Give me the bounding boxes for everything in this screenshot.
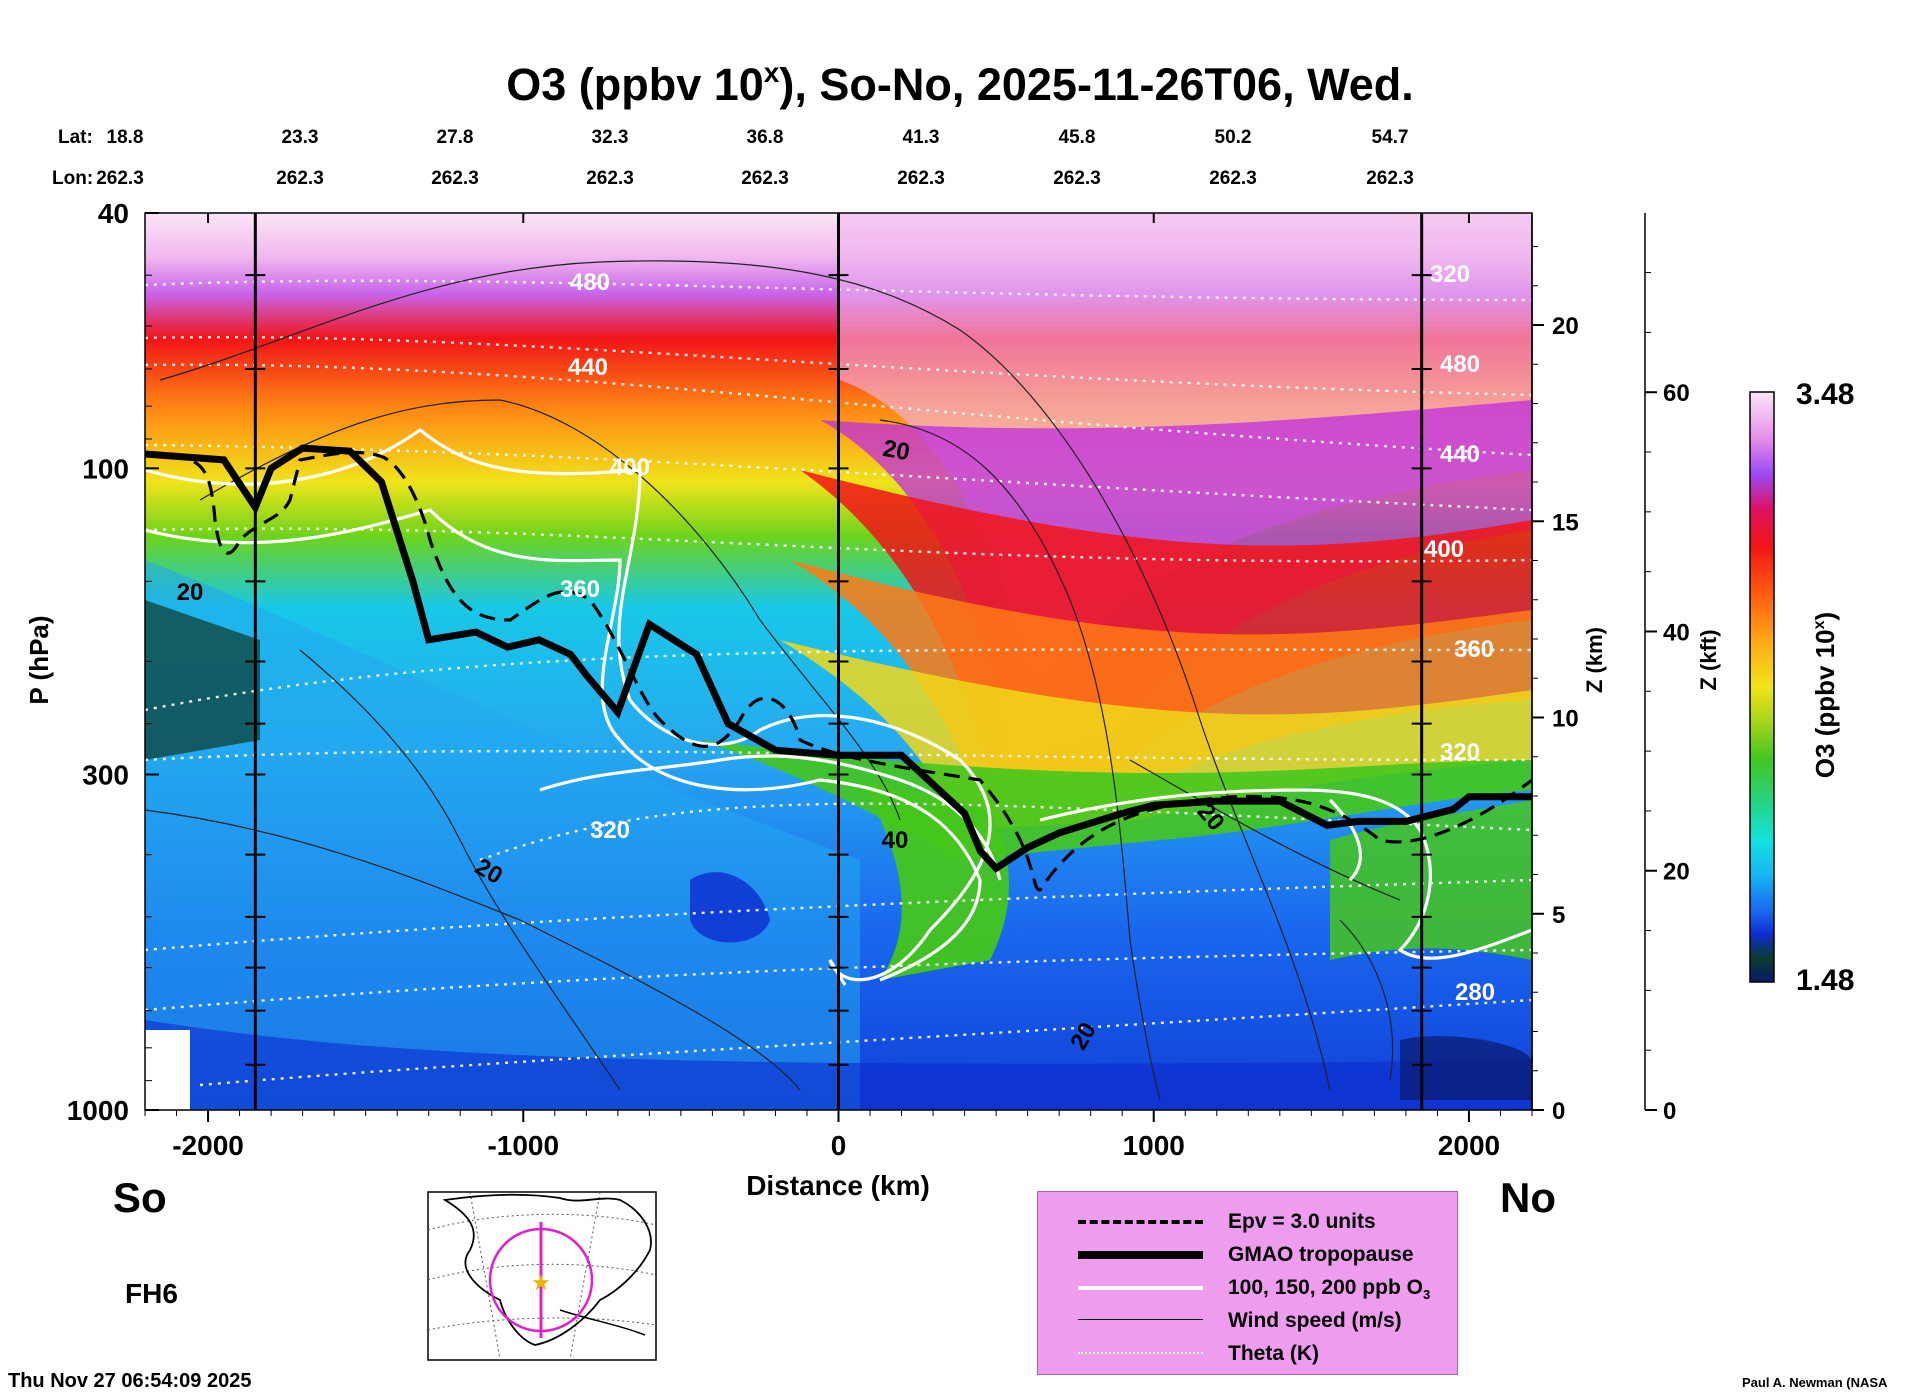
z-km-tick-label: 20	[1552, 313, 1579, 340]
z-km-tick-label: 15	[1552, 509, 1579, 536]
lat-value: 50.2	[1215, 127, 1252, 148]
x-tick-label: 0	[831, 1130, 847, 1161]
south-label: So	[113, 1174, 167, 1221]
x-tick-label: -2000	[172, 1130, 244, 1161]
theta-label: 400	[1424, 536, 1464, 563]
lon-value: 262.3	[1366, 168, 1414, 189]
vertical-marker-lines	[245, 213, 1432, 1110]
lon-value: 262.3	[1053, 168, 1101, 189]
colorbar	[1749, 391, 1775, 983]
y-axis-pressure: 40 100 300 1000	[67, 198, 159, 1126]
legend-item-epv: Epv = 3.0 units	[1038, 1206, 1457, 1236]
lat-value: 54.7	[1372, 127, 1409, 148]
y-tick-label: 300	[82, 759, 129, 790]
z-km-tick-label: 5	[1552, 902, 1565, 929]
y-axis-title: P (hPa)	[24, 615, 54, 704]
y-tick-label: 40	[98, 198, 129, 229]
z-km-tick-label: 10	[1552, 706, 1579, 733]
z-kft-axis: 0 20 40 60	[1644, 213, 1690, 1125]
theta-label: 320	[1430, 261, 1470, 288]
lat-value: 27.8	[437, 127, 474, 148]
credit: Paul A. Newman (NASA	[1742, 1375, 1888, 1390]
y-tick-label: 100	[82, 453, 129, 484]
theta-label: 280	[1455, 979, 1495, 1006]
lat-value: 45.8	[1059, 127, 1096, 148]
legend-item-theta: Theta (K)	[1038, 1338, 1457, 1368]
theta-label: 360	[1454, 636, 1494, 663]
lon-value: 262.3	[96, 168, 144, 189]
x-tick-label: 2000	[1438, 1130, 1500, 1161]
theta-label: 440	[568, 354, 608, 381]
lon-value: 262.3	[1209, 168, 1257, 189]
lon-value: 262.3	[586, 168, 634, 189]
lat-value: 18.8	[107, 127, 144, 148]
theta-label: 320	[1440, 739, 1480, 766]
lon-value: 262.3	[431, 168, 479, 189]
x-tick-label: 1000	[1123, 1130, 1185, 1161]
theta-label: 360	[560, 576, 600, 603]
star-icon: ★	[531, 1270, 551, 1295]
forecast-hour: FH6	[125, 1278, 178, 1309]
legend-item-ozone-contours: 100, 150, 200 ppb O3	[1038, 1272, 1457, 1302]
lat-value: 23.3	[282, 127, 319, 148]
theta-label: 480	[570, 269, 610, 296]
wind-speed-label: 40	[882, 827, 909, 854]
lon-value: 262.3	[276, 168, 324, 189]
wind-speed-label: 20	[177, 579, 204, 606]
z-kft-tick-label: 40	[1663, 619, 1690, 646]
colorbar-min-label: 1.48	[1796, 964, 1854, 997]
tropopause-line	[144, 444, 1532, 873]
theta-label: 400	[610, 454, 650, 481]
legend-item-tropopause: GMAO tropopause	[1038, 1239, 1457, 1269]
lat-lon-header: 18.8 262.3 23.3 262.3 27.8 262.3 32.3 262.3 36.8…	[96, 127, 1414, 189]
z-kft-tick-label: 0	[1663, 1098, 1676, 1125]
x-axis: -2000 -1000 0 1000 2000	[144, 213, 1533, 1161]
y-tick-label: 1000	[67, 1095, 129, 1126]
z-km-title: Z (km)	[1582, 627, 1607, 693]
colorbar-max-label: 3.48	[1796, 378, 1854, 411]
theta-label: 440	[1440, 441, 1480, 468]
legend: Epv = 3.0 units GMAO tropopause 100, 150…	[1037, 1191, 1458, 1375]
x-axis-title: Distance (km)	[746, 1170, 930, 1201]
lat-value: 32.3	[592, 127, 629, 148]
z-kft-tick-label: 60	[1663, 380, 1690, 407]
colorbar-title: O3 (ppbv 10x)	[1810, 612, 1840, 778]
z-km-tick-label: 0	[1552, 1098, 1565, 1125]
wind-speed-label: 20	[881, 435, 912, 466]
lat-label: Lat:	[58, 127, 93, 148]
chart-title: O3 (ppbv 10x), So-No, 2025-11-26T06, Wed…	[506, 57, 1414, 110]
legend-item-wind-speed: Wind speed (m/s)	[1038, 1305, 1457, 1335]
lon-value: 262.3	[741, 168, 789, 189]
inset-map: ★	[427, 1191, 657, 1361]
z-km-axis: 0 5 10 15 20	[1531, 213, 1579, 1125]
lat-value: 41.3	[903, 127, 940, 148]
x-tick-label: -1000	[487, 1130, 559, 1161]
lon-value: 262.3	[897, 168, 945, 189]
theta-label: 480	[1440, 351, 1480, 378]
z-kft-tick-label: 20	[1663, 859, 1690, 886]
theta-label: 320	[590, 817, 630, 844]
timestamp: Thu Nov 27 06:54:09 2025	[8, 1370, 251, 1392]
north-label: No	[1500, 1174, 1556, 1221]
z-kft-title: Z (kft)	[1696, 629, 1721, 690]
lon-label: Lon:	[52, 168, 93, 189]
lat-value: 36.8	[747, 127, 784, 148]
